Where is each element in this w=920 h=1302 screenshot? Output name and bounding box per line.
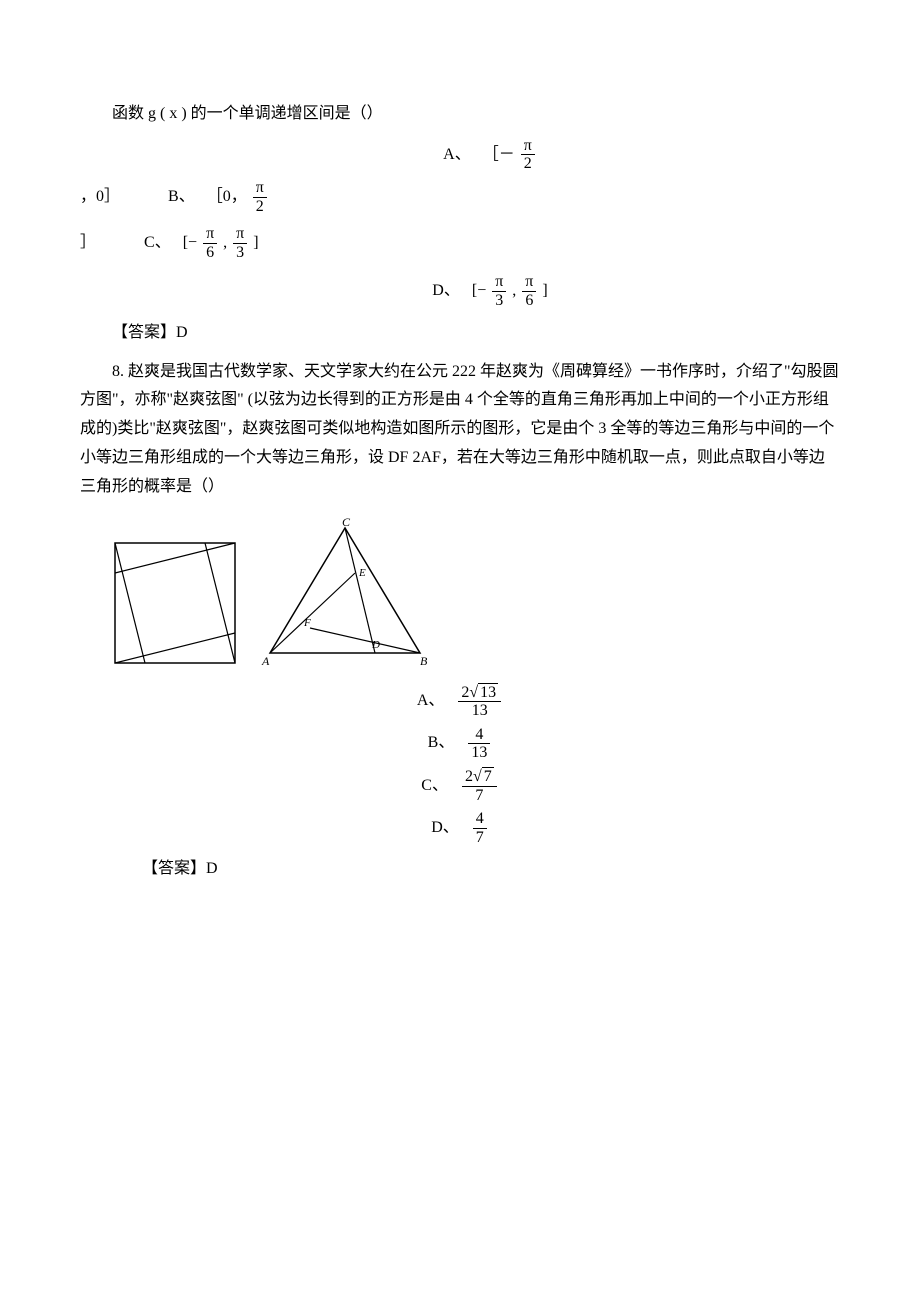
q7-option-D: D、 [− π3 , π6 ] (140, 273, 840, 309)
svg-text:A: A (261, 654, 270, 668)
q7-option-A-cont-B: ，0］ B、 ［0， π 2 (80, 179, 840, 215)
q8-option-C: C、 27 7 (80, 768, 840, 804)
option-a-label: A、 (443, 146, 471, 163)
q8-option-b-label: B、 (428, 734, 455, 751)
svg-text:F: F (303, 617, 311, 629)
option-b-prefix: ［0， (207, 188, 247, 205)
option-a-frac: π 2 (521, 137, 535, 173)
q8-prompt: 8. 赵爽是我国古代数学家、天文学家大约在公元 222 年赵爽为《周碑算经》一书… (80, 358, 840, 502)
q8-figures: C A B E D F (110, 518, 840, 668)
q8-option-d-label: D、 (431, 819, 459, 836)
option-b-suffix: ］ (80, 234, 96, 251)
triangle-figure: C A B E D F (260, 518, 430, 668)
option-d-expr: [− π3 , π6 ] (472, 282, 548, 299)
q7-option-B-suffix-C: ］ C、 [− π6 , π3 ] (80, 225, 840, 261)
svg-text:D: D (371, 639, 380, 651)
q8-options: A、 213 13 B、 4 13 C、 27 7 D、 (80, 684, 840, 847)
q7-option-A: A、 ［－ π 2 (140, 137, 840, 173)
q8-option-c-frac: 27 7 (462, 768, 497, 804)
q8-option-b-frac: 4 13 (468, 726, 490, 762)
option-b-label: B、 (168, 188, 195, 205)
square-figure (110, 538, 240, 668)
option-b-frac: π 2 (253, 179, 267, 215)
q8-option-D: D、 4 7 (80, 810, 840, 846)
q8-option-a-label: A、 (417, 692, 445, 709)
svg-text:E: E (358, 567, 366, 579)
q8-option-A: A、 213 13 (80, 684, 840, 720)
option-c-label: C、 (144, 234, 171, 251)
q8-option-c-label: C、 (421, 777, 448, 794)
option-a-prefix: ［－ (483, 146, 515, 163)
q7-answer: 【答案】D (80, 318, 840, 342)
q7-prompt: 函数 g ( x ) 的一个单调递增区间是（） (80, 100, 840, 129)
q8-option-B: B、 4 13 (80, 726, 840, 762)
q8-option-a-frac: 213 13 (458, 684, 501, 720)
option-a-cont: ，0］ (80, 188, 120, 205)
q7-options: A、 ［－ π 2 ，0］ B、 ［0， π 2 ］ C、 [− π6 , π3… (140, 137, 840, 310)
q8-answer: 【答案】D (110, 854, 840, 878)
option-c-expr: [− π6 , π3 ] (183, 234, 259, 251)
svg-text:C: C (342, 518, 351, 529)
svg-text:B: B (420, 654, 428, 668)
option-d-label: D、 (432, 282, 460, 299)
q8-option-d-frac: 4 7 (473, 810, 487, 846)
